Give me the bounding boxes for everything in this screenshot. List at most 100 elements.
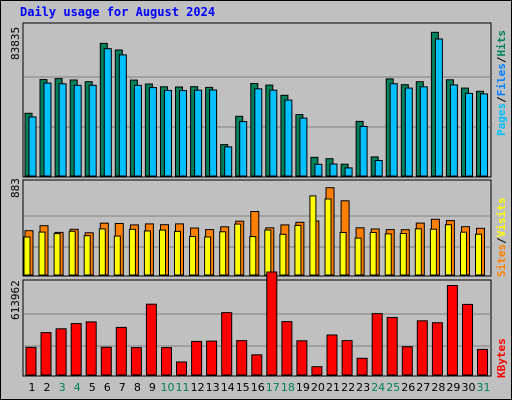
bar-hits [28,116,37,177]
middle-bars [23,187,485,276]
bar-hits [374,160,383,177]
chart-title: Daily usage for August 2024 [20,5,216,19]
bar-kbytes [431,322,443,376]
bar-hits [88,84,97,177]
bar-kbytes [462,303,473,376]
bar-hits [389,83,398,177]
bar-hits [133,84,142,177]
bar-kbytes [356,357,368,376]
bar-visits [429,228,437,276]
bar-visits [128,228,136,276]
day-label: 10 [161,381,175,394]
day-label: 6 [104,381,111,394]
legend-visits: Visits [495,198,508,238]
bar-visits [174,230,181,276]
bar-hits [299,117,308,177]
day-label: 3 [59,381,66,394]
day-label: 29 [446,381,460,394]
bar-kbytes [145,303,157,376]
top-panel-legend: Pages/Files/Hits [495,30,508,136]
legend-separator: / [495,56,508,63]
bar-hits [58,83,67,177]
day-label: 31 [477,381,491,394]
bar-hits [284,99,293,177]
bar-hits [179,90,187,177]
bar-hits [269,89,278,177]
bar-visits [309,195,317,276]
top-axis-value: 83835 [9,27,22,60]
day-label: 19 [296,381,310,394]
middle-axis-value: 883 [9,178,22,198]
bar-hits [419,86,428,177]
day-label: 15 [236,381,250,394]
day-label: 22 [341,381,355,394]
bar-hits [434,38,443,177]
bar-kbytes [281,321,293,376]
day-label: 1 [29,381,36,394]
bar-kbytes [206,340,218,376]
bar-kbytes [341,340,353,376]
day-label: 14 [221,381,235,394]
bar-visits [384,233,392,276]
legend-hits: Hits [495,30,508,57]
bar-kbytes [266,271,278,376]
day-label: 17 [266,381,280,394]
day-label: 9 [149,381,156,394]
bar-kbytes [416,320,428,376]
bar-visits [38,231,46,276]
bar-kbytes [100,346,112,376]
bar-visits [143,230,151,276]
bar-hits [314,163,323,177]
middle-panel-legend: Sites/Visits [495,198,508,278]
bar-hits [148,87,157,177]
bar-kbytes [236,340,248,376]
day-label: 16 [251,381,265,394]
bar-kbytes [446,285,458,376]
day-label: 2 [44,381,51,394]
bar-hits [224,146,233,177]
bar-kbytes [251,354,263,376]
bar-visits [324,198,332,276]
bar-hits [209,89,218,177]
bar-visits [460,231,467,276]
legend-separator: / [495,96,508,103]
day-label: 28 [431,381,445,394]
day-label: 23 [356,381,370,394]
bar-kbytes [401,346,413,376]
bar-kbytes [115,326,127,376]
bar-visits [294,224,302,276]
bar-visits [414,228,422,276]
bar-hits [449,84,458,177]
day-label: 27 [416,381,430,394]
day-label: 18 [281,381,295,394]
bar-visits [399,233,407,276]
bar-visits [113,235,121,276]
bar-visits [475,233,482,276]
bar-visits [189,236,197,276]
top-bars [24,31,488,177]
bottom-axis-value: 613962 [9,280,22,320]
bar-hits [329,163,338,177]
bar-kbytes [191,340,203,376]
bar-kbytes [221,312,233,376]
bar-hits [73,84,82,177]
bar-kbytes [176,361,187,376]
bar-visits [354,237,362,276]
bar-kbytes [55,328,67,376]
bar-visits [339,232,347,276]
bar-kbytes [85,321,97,376]
bar-visits [53,233,61,276]
bottom-bars [25,271,488,376]
bar-hits [480,93,488,177]
bar-kbytes [311,366,323,376]
bar-kbytes [386,317,398,376]
bar-kbytes [70,323,82,376]
bar-hits [465,92,473,177]
bar-visits [159,229,166,276]
legend-kbytes: KBytes [495,338,508,378]
day-label: 30 [462,381,476,394]
day-label: 12 [191,381,205,394]
legend-files: Files [495,63,508,96]
bar-hits [118,54,127,177]
